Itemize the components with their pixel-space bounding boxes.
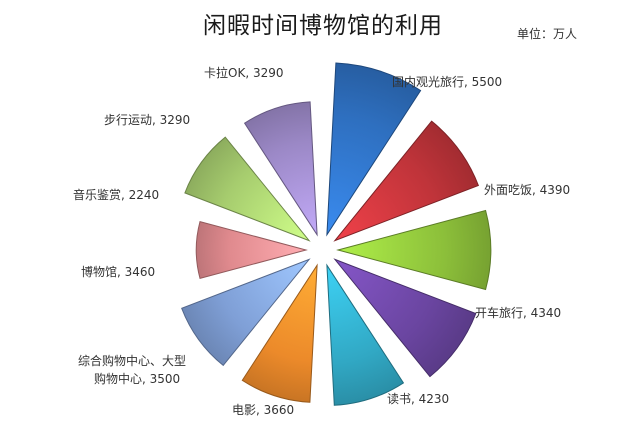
label-shopping-1: 综合购物中心、大型: [78, 354, 187, 368]
label-domestic-travel: 国内观光旅行, 5500: [392, 75, 503, 89]
slice-9: [243, 101, 318, 237]
unit-label: 单位：万人: [517, 27, 578, 41]
slice-2: [336, 209, 492, 291]
slice-4: [326, 263, 405, 406]
slice-5: [241, 263, 318, 403]
label-museum: 博物馆, 3460: [81, 265, 156, 279]
slice-6: [181, 258, 311, 367]
label-walking: 步行运动, 3290: [104, 113, 191, 127]
slice-3: [333, 258, 477, 378]
label-movie: 电影, 3660: [232, 403, 295, 417]
slice-0: [326, 62, 422, 237]
label-music: 音乐鉴赏, 2240: [73, 188, 160, 202]
chart-title: 闲暇时间博物馆的利用: [203, 13, 443, 39]
slice-8: [184, 136, 311, 242]
label-driving-trip: 开车旅行, 4340: [475, 306, 562, 320]
slice-7: [195, 220, 308, 280]
label-reading: 读书, 4230: [387, 392, 450, 406]
label-eating-out: 外面吃饭, 4390: [484, 183, 571, 197]
label-karaoke: 卡拉OK, 3290: [204, 66, 284, 80]
slice-1: [333, 120, 480, 242]
label-shopping-2: 购物中心, 3500: [94, 372, 181, 386]
